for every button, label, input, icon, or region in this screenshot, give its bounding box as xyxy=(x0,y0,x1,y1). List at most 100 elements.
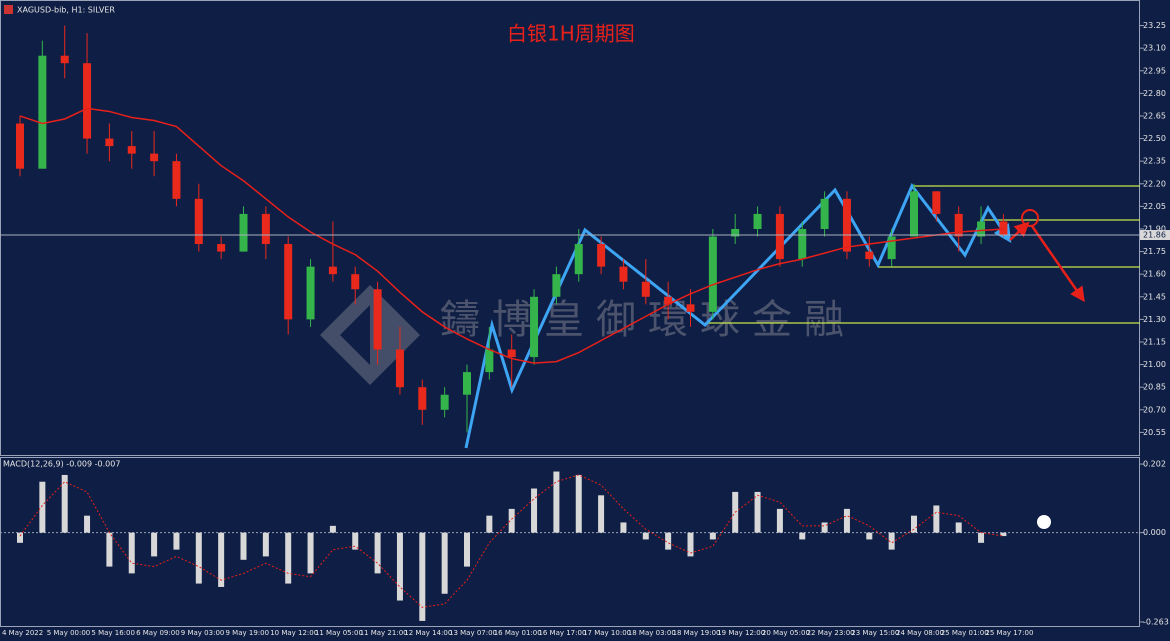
y-tick-label: 23.10 xyxy=(1143,44,1166,53)
macd-bar xyxy=(933,505,940,533)
candle-body xyxy=(887,236,896,260)
x-tick-label: 12 May 14:00 xyxy=(404,629,452,637)
target-circle xyxy=(1021,209,1039,227)
macd-bar xyxy=(329,525,336,533)
candle-body xyxy=(328,266,337,275)
macd-bar xyxy=(61,474,68,533)
dot xyxy=(1037,515,1051,529)
macd-bar xyxy=(575,474,582,533)
y-tick-label: -0.263 xyxy=(1143,617,1169,626)
symbol-title: XAGUSD-bib, H1: SILVER xyxy=(17,6,115,15)
candle-body xyxy=(284,244,293,320)
symbol-icon xyxy=(4,5,13,14)
candle-body xyxy=(977,221,986,237)
macd-title: MACD(12,26,9) -0.009 -0.007 xyxy=(3,460,120,469)
macd-bar xyxy=(464,532,470,567)
y-tick-label: 20.55 xyxy=(1143,428,1166,437)
candle-body xyxy=(150,153,159,162)
x-tick-label: 6 May 09:00 xyxy=(136,629,180,637)
candle-body xyxy=(261,213,270,245)
x-tick-label: 22 May 23:00 xyxy=(807,629,855,637)
y-tick-label: 21.15 xyxy=(1143,337,1166,346)
x-tick-label: 19 May 12:00 xyxy=(717,629,765,637)
candle-body xyxy=(507,349,516,358)
y-tick-label: 23.25 xyxy=(1143,21,1166,30)
candle-body xyxy=(194,198,203,245)
watermark: 鑄博皇御環球金融 xyxy=(440,297,856,343)
y-tick-label: 0.000 xyxy=(1143,528,1166,537)
x-tick-label: 18 May 19:00 xyxy=(673,629,721,637)
annotation: 白银1H周期图 xyxy=(507,22,635,46)
macd-bar xyxy=(173,532,180,550)
macd-bar xyxy=(195,532,202,584)
macd-bar xyxy=(531,488,538,533)
macd-bar xyxy=(240,532,247,560)
candle-body xyxy=(842,198,851,252)
x-tick-label: 20 May 05:00 xyxy=(762,629,810,637)
zigzag xyxy=(464,183,1012,449)
x-tick-label: 11 May 21:00 xyxy=(360,629,408,637)
y-tick-label: 22.65 xyxy=(1143,111,1166,120)
macd-bar xyxy=(709,532,716,540)
candle-body xyxy=(16,123,24,169)
candle-body xyxy=(440,394,449,410)
candle-body xyxy=(418,387,427,410)
candle-body xyxy=(60,55,69,64)
macd-bar xyxy=(374,532,381,574)
candle-body xyxy=(373,289,382,350)
candle-body xyxy=(954,213,963,237)
y-tick-label: 21.00 xyxy=(1143,360,1166,369)
macd-bar xyxy=(17,532,23,543)
candle-body xyxy=(38,55,47,169)
x-tick-label: 16 May 17:00 xyxy=(538,629,586,637)
y-tick-label: 21.90 xyxy=(1143,224,1166,233)
macd-bar xyxy=(821,522,828,533)
candle-body xyxy=(798,228,807,260)
macd-bar xyxy=(39,481,46,533)
candle-body xyxy=(552,274,561,297)
arrow xyxy=(1030,225,1085,303)
last-price-box xyxy=(1140,230,1170,241)
macd-bar xyxy=(799,532,806,540)
watermark-logo xyxy=(320,285,420,385)
macd-bar xyxy=(508,508,515,533)
x-tick-label: 4 May 2022 xyxy=(2,629,43,637)
y-tick-label: 0.202 xyxy=(1143,460,1166,469)
macd-bar xyxy=(776,508,783,533)
candle-body xyxy=(463,372,471,395)
macd-bar xyxy=(978,532,985,543)
candle-body xyxy=(686,304,695,312)
candle-body xyxy=(619,266,628,282)
y-tick-label: 21.60 xyxy=(1143,270,1166,279)
macd-bar xyxy=(1000,532,1007,537)
candle-body xyxy=(574,244,583,275)
candle-body xyxy=(217,244,226,252)
candle-body xyxy=(664,296,673,305)
candle-body xyxy=(753,213,762,229)
macd-bar xyxy=(151,532,158,557)
candle-body xyxy=(932,191,941,214)
macd-bar xyxy=(888,532,895,550)
y-tick-label: 22.35 xyxy=(1143,157,1166,166)
y-tick-label: 22.80 xyxy=(1143,89,1166,98)
candle-body xyxy=(239,213,248,252)
macd-bar xyxy=(106,532,113,567)
macd-bar xyxy=(352,532,359,550)
candle-body xyxy=(999,221,1008,236)
y-tick-label: 20.85 xyxy=(1143,383,1166,392)
x-tick-label: 18 May 03:00 xyxy=(628,629,676,637)
candle-body xyxy=(172,161,181,199)
y-tick-label: 21.75 xyxy=(1143,247,1166,256)
candle-body xyxy=(395,349,404,388)
x-tick-label: 17 May 10:00 xyxy=(583,629,631,637)
macd-bar xyxy=(642,532,649,540)
macd-bar xyxy=(486,515,493,533)
price-panel xyxy=(0,0,1140,456)
macd-bar xyxy=(843,508,850,533)
candle-body xyxy=(485,349,494,373)
candle-body xyxy=(641,281,650,297)
candle-body xyxy=(306,266,315,320)
candle-body xyxy=(83,63,92,139)
